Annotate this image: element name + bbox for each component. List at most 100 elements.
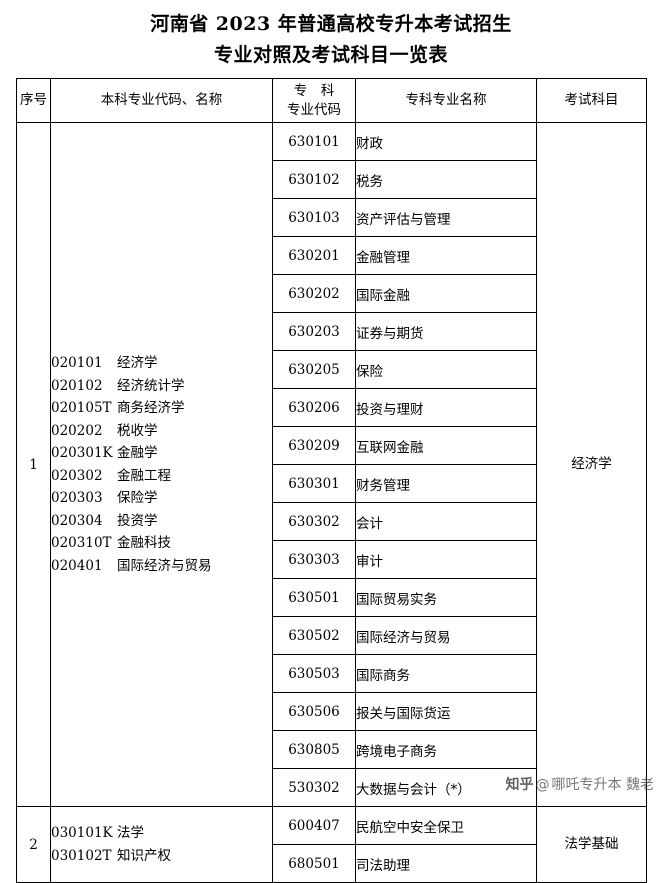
college-major-name: 国际经济与贸易 (355, 616, 537, 655)
column-header-college-code-line2: 专业代码 (287, 101, 341, 118)
undergrad-major-code: 030102T (51, 847, 112, 864)
undergrad-major-name: 金融学 (117, 445, 158, 461)
college-major-name: 司法助理 (355, 844, 537, 883)
list-item: 020202 税收学 (51, 420, 272, 443)
college-major-code: 530302 (272, 768, 356, 807)
column-header-college-name: 专科专业名称 (355, 78, 537, 123)
college-major-name: 审计 (355, 540, 537, 579)
table-row: 2 030101K 法学 030102T 知识产权 600407 民航空中安全保卫 … (16, 806, 647, 883)
undergrad-major-code: 020105T (51, 400, 112, 416)
table-row: 630805 跨境电子商务 (17, 730, 647, 769)
watermark-separator: @ (535, 777, 550, 793)
undergrad-major-name: 商务经济学 (117, 400, 185, 416)
college-major-code: 630103 (272, 198, 356, 237)
undergrad-major-name: 投资学 (117, 512, 158, 529)
undergrad-major-code: 020202 (51, 422, 103, 439)
college-major-name: 证券与期货 (355, 312, 537, 351)
group-undergrad-majors: 030101K 法学 030102T 知识产权 (50, 806, 273, 883)
table-row: 630102 税务 (17, 160, 647, 199)
college-major-code: 630805 (272, 730, 356, 769)
college-major-name: 保险 (355, 350, 537, 389)
table-row: 630103 资产评估与管理 (17, 198, 647, 237)
list-item: 020401 国际经济与贸易 (51, 555, 272, 578)
title-line-2: 专业对照及考试科目一览表 (213, 44, 448, 66)
list-item: 020102 经济统计学 (51, 375, 272, 398)
table-body: 1 020101 经济学 020102 经济统计学 020105T 商务经济学 020… (16, 122, 647, 883)
list-item: 020303 保险学 (51, 487, 272, 510)
list-item: 030102T 知识产权 (51, 845, 272, 868)
undergrad-major-code: 030101K (51, 825, 113, 841)
undergrad-major-code: 020304 (51, 512, 103, 529)
college-major-name: 互联网金融 (355, 426, 537, 465)
table-row: 630503 国际商务 (17, 654, 647, 693)
college-major-code: 630205 (272, 350, 356, 389)
undergrad-major-name: 国际经济与贸易 (117, 557, 212, 574)
group-index: 2 (16, 806, 51, 883)
college-major-name: 会计 (355, 502, 537, 541)
column-header-exam-subject: 考试科目 (536, 78, 647, 123)
undergrad-major-code: 020101 (51, 355, 103, 371)
college-major-name: 民航空中安全保卫 (355, 806, 537, 845)
college-major-code: 630506 (272, 692, 356, 731)
undergrad-major-code: 020303 (51, 490, 103, 506)
undergrad-major-name: 经济学 (117, 355, 158, 371)
undergrad-major-name: 保险学 (117, 490, 158, 506)
list-item: 020101 经济学 (51, 352, 272, 375)
college-major-name: 财务管理 (355, 464, 537, 503)
major-comparison-table: 序号 本科专业代码、名称 专 科 专业代码 专科专业名称 考试科目 1 0201… (16, 78, 647, 883)
table-row: 630506 报关与国际货运 (17, 692, 647, 731)
table-row: 1 020101 经济学 020102 经济统计学 020105T 商务经济学 020… (16, 122, 647, 807)
college-major-name: 报关与国际货运 (355, 692, 537, 731)
list-item: 030101K 法学 (51, 822, 272, 845)
column-header-undergrad: 本科专业代码、名称 (50, 78, 273, 123)
group-exam-subject: 经济学 (536, 122, 647, 807)
undergrad-major-code: 020102 (51, 377, 103, 394)
list-item: 020301K 金融学 (51, 442, 272, 465)
column-header-college-code: 专 科 专业代码 (272, 78, 356, 123)
table-row: 630205 保险 (17, 350, 647, 389)
college-major-code: 630209 (272, 426, 356, 465)
undergrad-major-name: 税收学 (117, 422, 158, 439)
table-row: 630302 会计 (17, 502, 647, 541)
undergrad-major-code: 020310T (51, 535, 112, 551)
college-major-code: 630101 (272, 122, 356, 161)
column-header-college-code-line1: 专 科 (293, 82, 335, 99)
college-major-name: 国际金融 (355, 274, 537, 313)
undergrad-major-code: 020301K (51, 445, 113, 461)
watermark: 知乎 @ 哪吒专升本 魏老 (506, 774, 654, 794)
title-line-1: 河南省 2023 年普通高校专升本考试招生 (150, 13, 512, 35)
college-major-code: 630502 (272, 616, 356, 655)
undergrad-major-code: 020302 (51, 467, 103, 484)
table-row: 630203 证券与期货 (17, 312, 647, 351)
college-major-name: 金融管理 (355, 236, 537, 275)
group-undergrad-majors: 020101 经济学 020102 经济统计学 020105T 商务经济学 02020… (50, 122, 273, 807)
college-major-name: 国际商务 (355, 654, 537, 693)
college-major-code: 630203 (272, 312, 356, 351)
list-item: 020105T 商务经济学 (51, 397, 272, 420)
undergrad-major-name: 金融工程 (117, 467, 171, 484)
watermark-logo: 知乎 (505, 777, 534, 793)
group-exam-subject: 法学基础 (536, 806, 647, 883)
college-major-code: 630501 (272, 578, 356, 617)
page-title: 河南省 2023 年普通高校专升本考试招生 专业对照及考试科目一览表 (0, 0, 662, 71)
college-major-name: 国际贸易实务 (355, 578, 537, 617)
college-major-name: 投资与理财 (355, 388, 537, 427)
watermark-user: 哪吒专升本 魏老 (551, 777, 654, 793)
undergrad-major-name: 知识产权 (117, 847, 171, 864)
table-row: 630201 金融管理 (17, 236, 647, 275)
college-major-code: 630503 (272, 654, 356, 693)
college-major-code: 630102 (272, 160, 356, 199)
college-major-code: 630202 (272, 274, 356, 313)
table-row: 630502 国际经济与贸易 (17, 616, 647, 655)
table-row: 630303 审计 (17, 540, 647, 579)
undergrad-major-name: 金融科技 (117, 535, 171, 551)
college-major-code: 630206 (272, 388, 356, 427)
college-major-name: 资产评估与管理 (355, 198, 537, 237)
list-item: 020302 金融工程 (51, 465, 272, 488)
undergrad-major-code: 020401 (51, 557, 103, 574)
undergrad-major-name: 经济统计学 (117, 377, 185, 394)
college-major-code: 630201 (272, 236, 356, 275)
college-major-code: 680501 (272, 844, 356, 883)
college-major-name: 税务 (355, 160, 537, 199)
